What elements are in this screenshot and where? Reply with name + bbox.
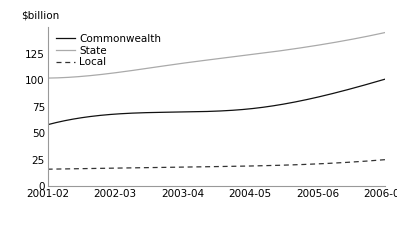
Local [135,166,140,169]
State [66,76,70,79]
Commonwealth [59,120,64,123]
Commonwealth [383,78,387,81]
Commonwealth [45,123,50,126]
Local [108,167,113,170]
State [366,35,370,37]
State [45,77,50,79]
Local [366,160,370,162]
Text: $billion: $billion [21,11,59,21]
Local [383,158,387,161]
Commonwealth [366,83,370,85]
State [108,72,113,75]
State [383,31,387,34]
Line: Commonwealth: Commonwealth [48,79,385,125]
Local [45,168,50,170]
Line: Local: Local [48,160,385,169]
State [59,76,64,79]
Commonwealth [108,113,113,116]
Line: State: State [48,32,385,78]
Commonwealth [66,119,70,121]
Local [354,160,358,163]
Local [59,168,64,170]
State [135,68,140,71]
Commonwealth [135,111,140,114]
State [354,37,358,40]
Legend: Commonwealth, State, Local: Commonwealth, State, Local [56,34,161,67]
Commonwealth [354,86,358,89]
Local [66,168,70,170]
